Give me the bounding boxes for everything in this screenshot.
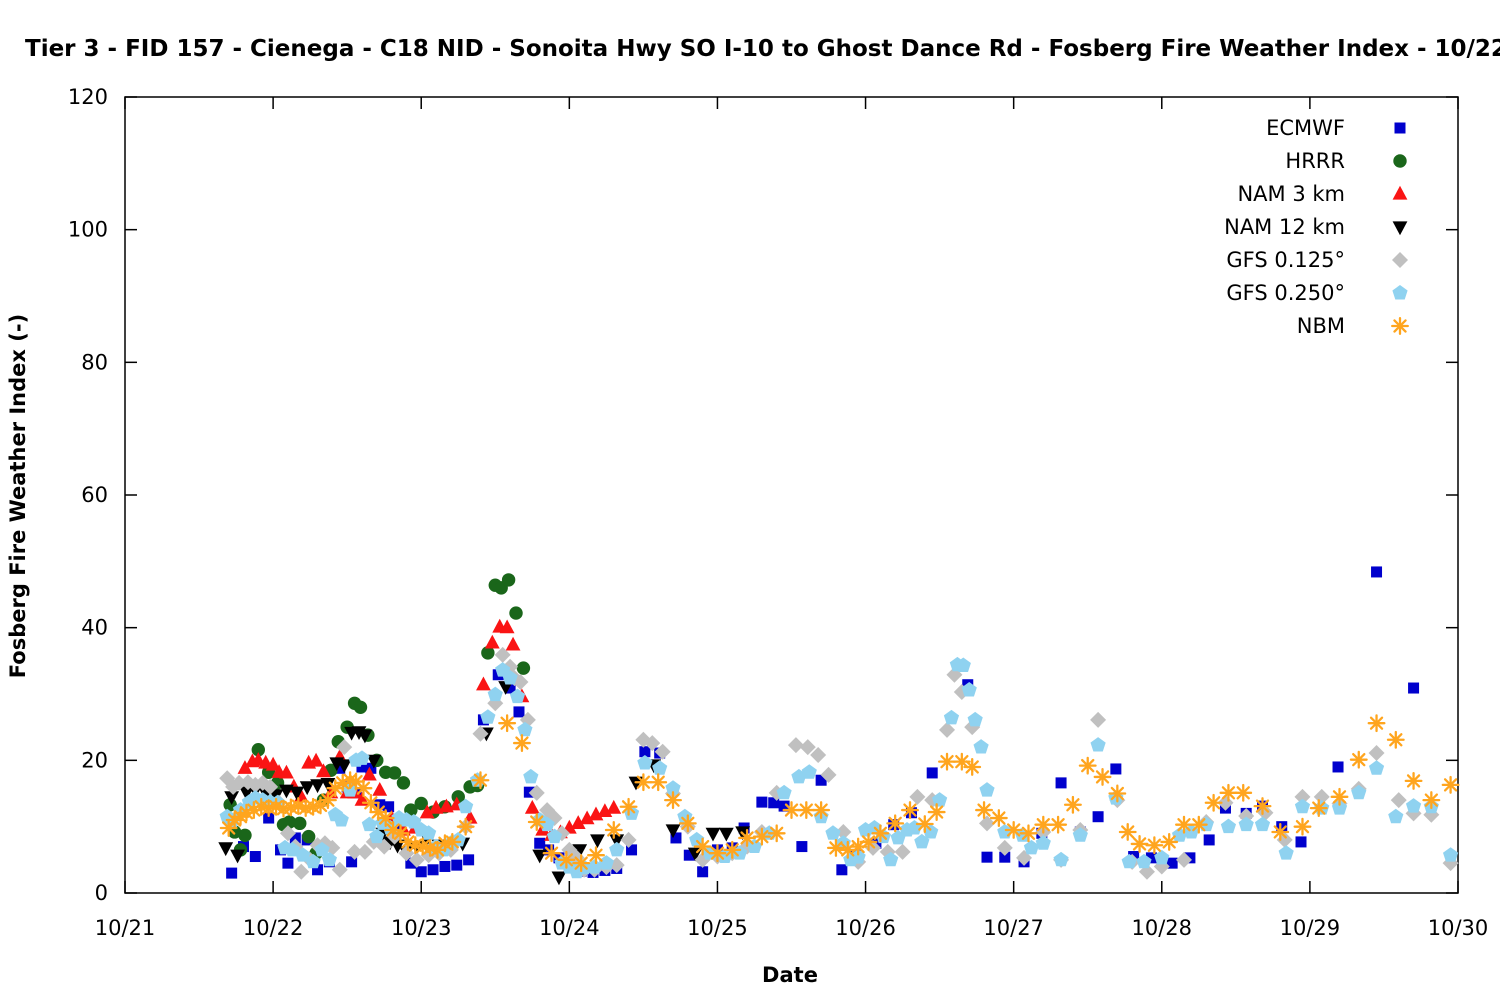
legend-label: GFS 0.250° [1226, 281, 1345, 305]
legend-marker-circle [1393, 154, 1407, 168]
series-nbm [219, 714, 1460, 873]
legend-marker-diamond [1392, 252, 1408, 268]
legend-label: NAM 12 km [1224, 215, 1345, 239]
y-tick-label: 0 [95, 881, 108, 905]
y-tick-label: 20 [81, 748, 108, 772]
legend-marker-triangle-up [1392, 185, 1408, 200]
chart-title: Tier 3 - FID 157 - Cienega - C18 NID - S… [25, 36, 1500, 62]
y-tick-label: 100 [68, 218, 108, 242]
y-tick-label: 40 [81, 616, 108, 640]
x-tick-label: 10/26 [835, 916, 896, 940]
legend-label: HRRR [1285, 149, 1345, 173]
legend-label: ECMWF [1266, 116, 1345, 140]
legend-marker-pentagon [1392, 285, 1408, 300]
legend: ECMWF HRRR NAM 3 km NAM 12 km GFS 0.125° GFS … [1224, 116, 1409, 338]
y-tick-label: 80 [81, 350, 108, 374]
x-tick-label: 10/29 [1280, 916, 1341, 940]
x-tick-label: 10/27 [983, 916, 1044, 940]
x-axis-label: Date [762, 963, 818, 987]
x-tick-label: 10/30 [1428, 916, 1489, 940]
legend-marker-square [1394, 122, 1406, 134]
x-tick-label: 10/25 [687, 916, 748, 940]
legend-marker-triangle-down [1392, 221, 1408, 236]
x-tick-label: 10/24 [539, 916, 600, 940]
y-tick-label: 120 [68, 85, 108, 109]
legend-label: NBM [1297, 314, 1345, 338]
legend-label: GFS 0.125° [1226, 248, 1345, 272]
x-tick-label: 10/28 [1132, 916, 1193, 940]
legend-label: NAM 3 km [1237, 182, 1345, 206]
x-tick-label: 10/22 [243, 916, 304, 940]
y-tick-label: 60 [81, 483, 108, 507]
x-tick-label: 10/23 [391, 916, 452, 940]
legend-marker-asterisk [1391, 317, 1409, 335]
x-tick-label: 10/21 [95, 916, 156, 940]
